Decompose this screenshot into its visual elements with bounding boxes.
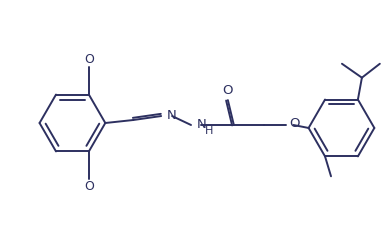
Text: N: N — [197, 118, 206, 131]
Text: O: O — [223, 84, 233, 97]
Text: O: O — [84, 180, 94, 193]
Text: N: N — [167, 109, 177, 122]
Text: H: H — [204, 126, 213, 136]
Text: O: O — [289, 117, 300, 130]
Text: O: O — [84, 53, 94, 66]
